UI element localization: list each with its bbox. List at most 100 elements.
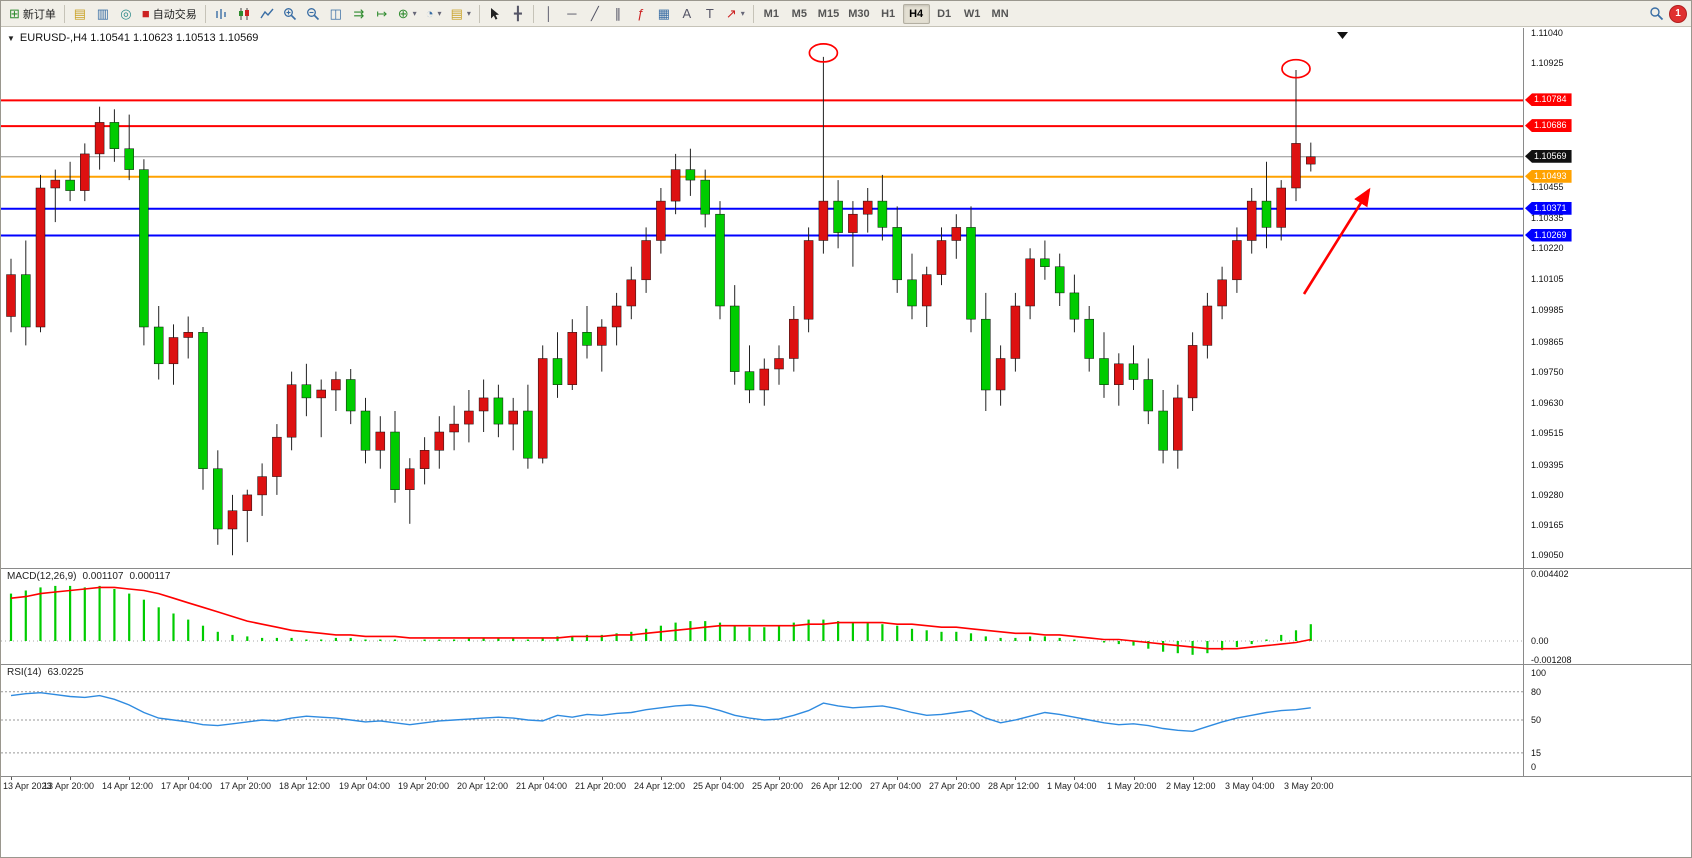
text-button[interactable]: A (676, 3, 698, 25)
macd-signal-line (10, 586, 1311, 650)
chart-shift-button[interactable]: ↦ (371, 3, 393, 25)
time-tick (70, 777, 72, 780)
time-label: 25 Apr 04:00 (693, 781, 745, 791)
new-order-button[interactable]: ⊞ 新订单 (5, 3, 60, 25)
timeframe-h4-button[interactable]: H4 (902, 3, 930, 24)
time-tick (1133, 777, 1135, 780)
text-label-icon: T (705, 6, 714, 21)
periods-button[interactable]: ◔ ▾ (422, 3, 446, 25)
navigator-icon: ◎ (120, 6, 132, 21)
macd-histogram (9, 585, 1312, 655)
crosshair-button[interactable]: ╋ (507, 3, 529, 25)
cursor-button[interactable] (484, 3, 506, 25)
market-watch-button[interactable]: ▤ (69, 3, 91, 25)
text-label-button[interactable]: T (699, 3, 721, 25)
chart-shift-icon: ↦ (376, 6, 388, 21)
price-level-label: 1.10784 (1525, 93, 1572, 107)
timeframe-mn-button[interactable]: MN (987, 4, 1014, 24)
horizontal-line-button[interactable]: ─ (561, 3, 583, 25)
main-chart-plot[interactable] (1, 28, 1523, 568)
arrow-tool-icon: ↗ (725, 6, 737, 21)
navigator-button[interactable]: ◎ (115, 3, 137, 25)
time-tick (247, 777, 249, 780)
time-label: 2 May 12:00 (1166, 781, 1216, 791)
macd-axis-label: -0.001208 (1531, 654, 1572, 665)
arrows-button[interactable]: ↗ ▾ (722, 3, 749, 25)
panel-separator[interactable] (1, 664, 1691, 665)
search-button[interactable] (1645, 3, 1668, 25)
arrow-annotation[interactable] (1302, 187, 1371, 295)
toolbar-separator (478, 4, 480, 23)
price-axis[interactable]: 1.11040 1.10925 1.10455 1.10335 1.10220 1.101… (1525, 28, 1691, 568)
price-tick: 1.09165 (1531, 520, 1564, 531)
time-label: 20 Apr 12:00 (457, 781, 509, 791)
time-axis[interactable]: 13 Apr 2023 13 Apr 20:00 14 Apr 12:00 17 Ap… (1, 777, 1523, 795)
fibonacci-button[interactable]: ƒ (630, 3, 652, 25)
notification-badge[interactable]: 1 (1669, 4, 1687, 23)
rsi-axis-label: 80 (1531, 686, 1542, 697)
tile-windows-icon: ◫ (329, 6, 342, 21)
timeframe-m1-button[interactable]: M1 (758, 4, 785, 24)
indicators-button[interactable]: ⊕ ▾ (394, 3, 421, 25)
time-label: 27 Apr 04:00 (870, 781, 922, 791)
autotrading-button[interactable]: ■ 自动交易 (138, 3, 201, 25)
time-tick (424, 777, 426, 780)
new-order-icon: ⊞ (9, 6, 20, 21)
autotrading-icon: ■ (141, 6, 150, 21)
time-label: 1 May 04:00 (1047, 781, 1097, 791)
zoom-out-icon (306, 7, 319, 20)
timeframe-w1-button[interactable]: W1 (959, 4, 986, 24)
indicators-icon: ⊕ (397, 6, 409, 21)
candlestick-chart-button[interactable] (233, 3, 255, 25)
vertical-line-icon: │ (544, 6, 553, 21)
price-tick: 1.09750 (1531, 366, 1564, 377)
time-tick (11, 777, 12, 780)
price-level-label: 1.10371 (1525, 201, 1572, 215)
time-tick (897, 777, 899, 780)
channel-button[interactable]: ∥ (607, 3, 629, 25)
toolbar: ⊞ 新订单 ▤ ▥ ◎ ■ 自动交易 ◫ ⇉ ↦ ⊕ ▾ ◔ ▾ ▤ ▾ (1, 1, 1691, 27)
time-label: 26 Apr 12:00 (811, 781, 863, 791)
bar-chart-button[interactable] (210, 3, 232, 25)
fibonacci-icon: ƒ (637, 6, 645, 21)
candlestick-chart[interactable] (1, 28, 1523, 568)
zoom-in-button[interactable] (279, 3, 301, 25)
search-icon (1650, 7, 1664, 21)
shapes-button[interactable]: ▦ (653, 3, 675, 25)
timeframe-h1-button[interactable]: H1 (875, 4, 902, 24)
time-label: 25 Apr 20:00 (752, 781, 804, 791)
tile-windows-button[interactable]: ◫ (325, 3, 347, 25)
price-tick: 1.09050 (1531, 550, 1564, 561)
time-label: 27 Apr 20:00 (929, 781, 981, 791)
timeframe-d1-button[interactable]: D1 (931, 4, 958, 24)
vertical-line-button[interactable]: │ (538, 3, 560, 25)
auto-scroll-button[interactable]: ⇉ (348, 3, 370, 25)
chart-shift-marker[interactable] (1337, 32, 1348, 39)
line-chart-button[interactable] (256, 3, 278, 25)
panel-separator[interactable] (1, 568, 1691, 569)
zoom-out-button[interactable] (302, 3, 324, 25)
timeframe-m5-button[interactable]: M5 (786, 4, 813, 24)
ellipse-annotation[interactable] (1281, 58, 1311, 79)
timeframe-m30-button[interactable]: M30 (844, 4, 873, 24)
time-tick (542, 777, 544, 780)
time-label: 3 May 20:00 (1284, 781, 1334, 791)
ellipse-annotation[interactable] (808, 43, 839, 63)
data-window-button[interactable]: ▥ (92, 3, 114, 25)
time-tick (1074, 777, 1076, 780)
rsi-label: RSI(14) 63.0225 (7, 667, 84, 678)
time-label: 13 Apr 20:00 (43, 781, 95, 791)
bar-chart-icon (216, 8, 226, 19)
rsi-axis-label: 0 (1531, 762, 1537, 772)
trendline-icon: ╱ (590, 6, 599, 21)
timeframe-m15-button[interactable]: M15 (814, 4, 843, 24)
rsi-line (10, 691, 1311, 733)
trendline-button[interactable]: ╱ (584, 3, 606, 25)
templates-button[interactable]: ▤ ▾ (447, 3, 475, 25)
price-tick: 1.09515 (1531, 428, 1564, 439)
time-tick (838, 777, 840, 780)
price-tick: 1.09630 (1531, 398, 1564, 409)
time-label: 13 Apr 2023 (3, 781, 52, 791)
price-tick: 1.10455 (1531, 181, 1564, 192)
price-level-label: 1.10493 (1525, 169, 1572, 183)
